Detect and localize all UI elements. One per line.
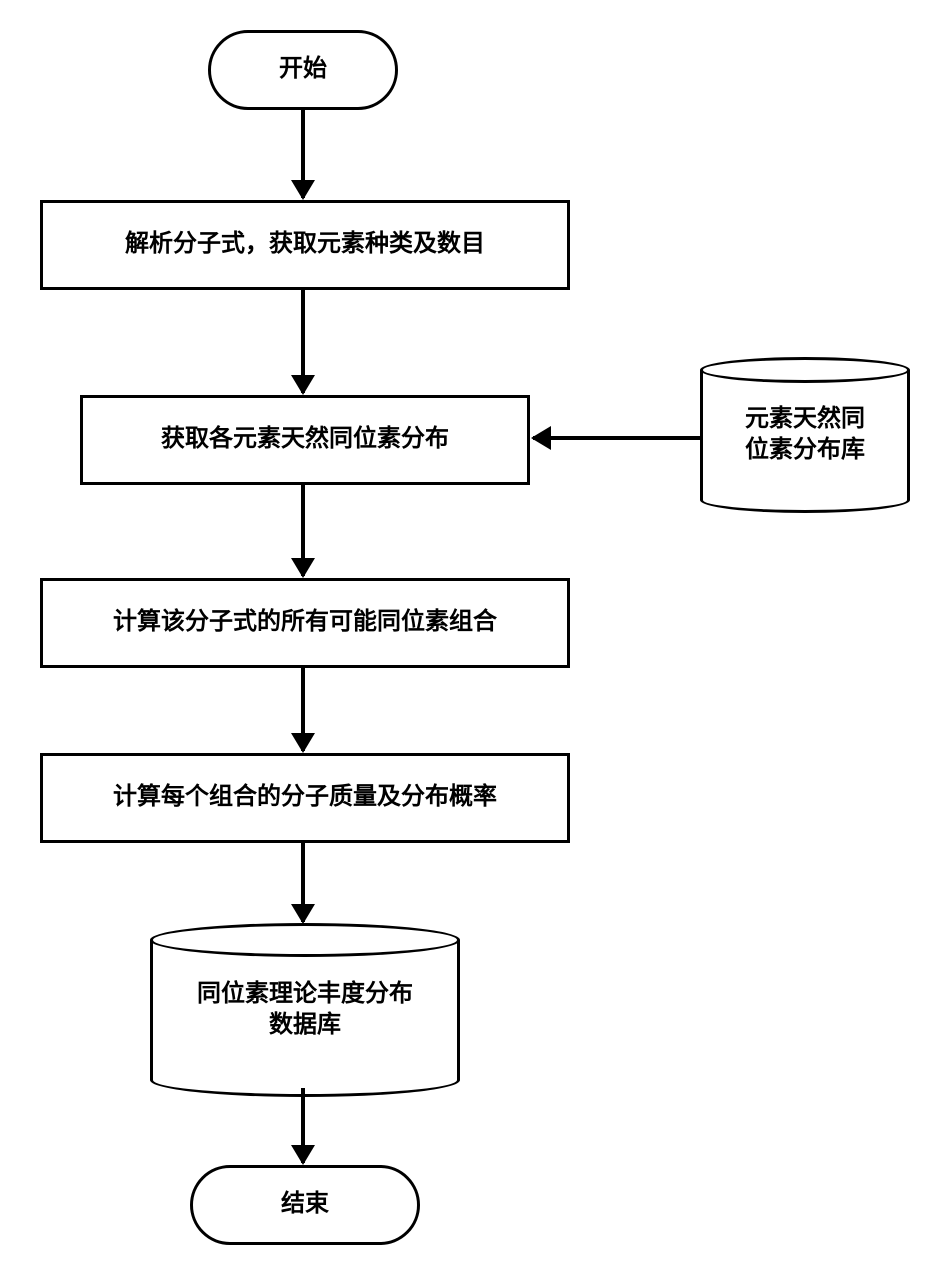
node-calc-mass-prob: 计算每个组合的分子质量及分布概率 (40, 753, 570, 843)
node-abundance-database-label: 同位素理论丰度分布 数据库 (197, 979, 413, 1041)
edge-combos-to-mass (301, 668, 305, 751)
edge-mass-to-db (301, 843, 305, 922)
node-parse-formula: 解析分子式，获取元素种类及数目 (40, 200, 570, 290)
node-calc-combinations: 计算该分子式的所有可能同位素组合 (40, 578, 570, 668)
node-end: 结束 (190, 1165, 420, 1245)
node-isotope-library: 元素天然同 位素分布库 (700, 370, 910, 500)
node-abundance-database: 同位素理论丰度分布 数据库 (150, 940, 460, 1080)
edge-start-to-parse (301, 110, 305, 198)
node-start: 开始 (208, 30, 398, 110)
edge-db-to-end (301, 1088, 305, 1163)
node-get-isotope-dist: 获取各元素天然同位素分布 (80, 395, 530, 485)
node-isotope-library-label: 元素天然同 位素分布库 (745, 404, 865, 466)
edge-getdist-to-combos (301, 485, 305, 576)
edge-parse-to-getdist (301, 290, 305, 393)
edge-lib-to-getdist (533, 436, 700, 440)
